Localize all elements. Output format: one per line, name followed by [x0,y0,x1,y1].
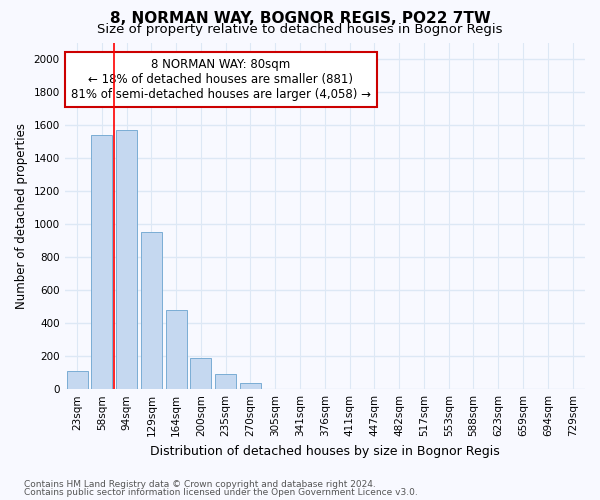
Bar [215,374,236,389]
Text: Contains public sector information licensed under the Open Government Licence v3: Contains public sector information licen… [24,488,418,497]
Bar [67,371,88,389]
X-axis label: Distribution of detached houses by size in Bognor Regis: Distribution of detached houses by size … [150,444,500,458]
Text: 8, NORMAN WAY, BOGNOR REGIS, PO22 7TW: 8, NORMAN WAY, BOGNOR REGIS, PO22 7TW [110,11,490,26]
Bar [91,135,112,389]
Bar [240,382,261,389]
Bar [190,358,211,389]
Text: Size of property relative to detached houses in Bognor Regis: Size of property relative to detached ho… [97,22,503,36]
Text: Contains HM Land Registry data © Crown copyright and database right 2024.: Contains HM Land Registry data © Crown c… [24,480,376,489]
Text: 8 NORMAN WAY: 80sqm
← 18% of detached houses are smaller (881)
81% of semi-detac: 8 NORMAN WAY: 80sqm ← 18% of detached ho… [71,58,371,101]
Bar [141,232,162,389]
Bar [166,310,187,389]
Y-axis label: Number of detached properties: Number of detached properties [15,123,28,309]
Bar [116,130,137,389]
